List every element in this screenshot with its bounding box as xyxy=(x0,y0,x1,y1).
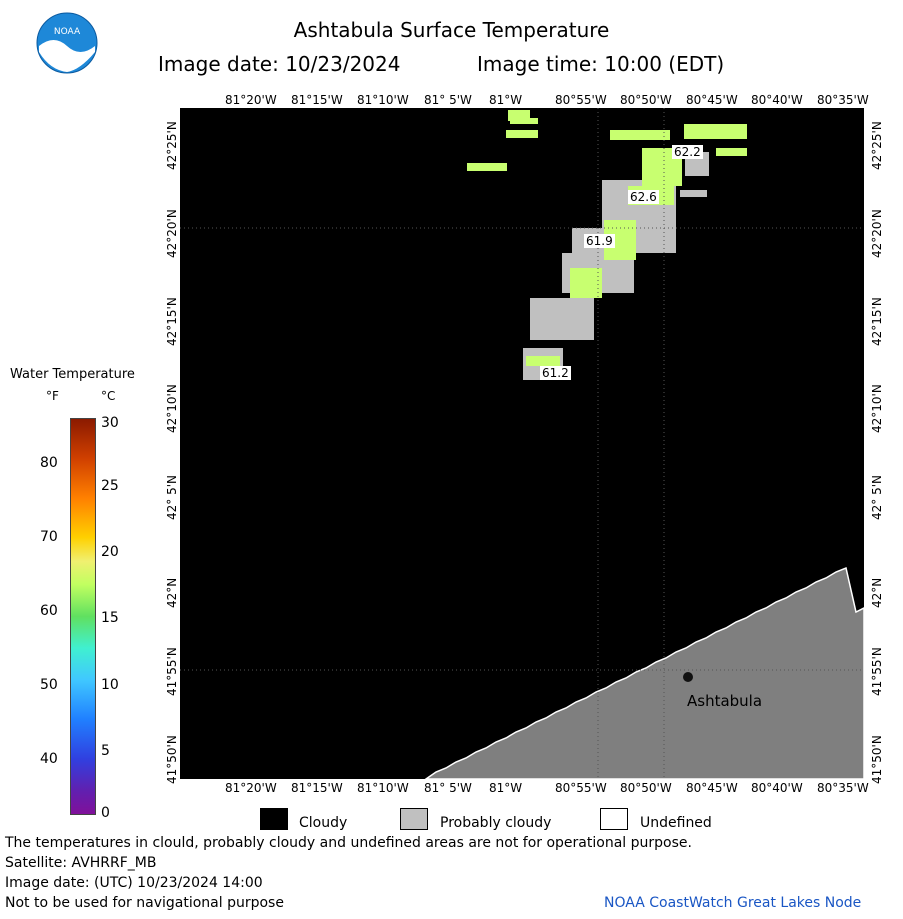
image-time: Image time: 10:00 (EDT) xyxy=(477,52,725,76)
temp-label-1: 62.2 xyxy=(672,145,703,159)
lat-label-left: 41°55'N xyxy=(165,647,179,696)
footer-nav-warning: Not to be used for navigational purpose xyxy=(5,895,284,911)
lon-label-bottom: 81° 5'W xyxy=(424,781,472,795)
legend-swatch-probably-cloudy xyxy=(400,808,428,830)
lon-label-bottom: 80°35'W xyxy=(817,781,869,795)
lat-label-right: 42°25'N xyxy=(870,121,884,170)
noaa-logo: NOAA xyxy=(36,12,98,74)
colorbar-c-tick: 15 xyxy=(101,610,119,626)
footer-utc-date: Image date: (UTC) 10/23/2024 14:00 xyxy=(5,875,263,891)
colorbar-c-tick: 30 xyxy=(101,415,119,431)
lat-label-left: 42°15'N xyxy=(165,297,179,346)
lat-label-left: 41°50'N xyxy=(165,735,179,784)
footer-credit: NOAA CoastWatch Great Lakes Node xyxy=(604,895,862,911)
temp-label-2: 62.6 xyxy=(628,190,659,204)
lon-label-top: 80°45'W xyxy=(686,93,738,107)
lat-label-left: 42°N xyxy=(165,577,179,608)
colorbar-f-tick: 60 xyxy=(40,603,58,619)
colorbar-c-tick: 20 xyxy=(101,544,119,560)
lon-label-top: 81°10'W xyxy=(357,93,409,107)
lat-label-right: 42°20'N xyxy=(870,209,884,258)
lon-label-top: 81°20'W xyxy=(225,93,277,107)
lat-label-left: 42°20'N xyxy=(165,209,179,258)
map-panel: Ashtabula 62.2 62.6 61.9 61.2 xyxy=(180,108,865,780)
footer-satellite: Satellite: AVHRRF_MB xyxy=(5,855,157,871)
lon-label-top: 80°40'W xyxy=(751,93,803,107)
legend-swatch-undefined xyxy=(600,808,628,830)
lon-label-bottom: 80°40'W xyxy=(751,781,803,795)
colorbar-c-tick: 25 xyxy=(101,478,119,494)
colorbar-c-tick: 10 xyxy=(101,677,119,693)
legend-undefined: Undefined xyxy=(640,815,712,831)
lat-label-right: 42°10'N xyxy=(870,384,884,433)
place-label: Ashtabula xyxy=(687,692,763,710)
svg-text:NOAA: NOAA xyxy=(54,27,81,37)
lon-label-top: 80°35'W xyxy=(817,93,869,107)
lon-label-bottom: 81°W xyxy=(489,781,523,795)
colorbar-unit-c: °C xyxy=(101,389,116,403)
page-title: Ashtabula Surface Temperature xyxy=(293,18,610,42)
legend-probably-cloudy: Probably cloudy xyxy=(440,815,552,831)
lat-label-right: 42°N xyxy=(870,577,884,608)
lat-label-right: 42° 5'N xyxy=(870,475,884,520)
lon-label-bottom: 81°10'W xyxy=(357,781,409,795)
colorbar-unit-f: °F xyxy=(46,389,59,403)
colorbar-f-tick: 70 xyxy=(40,529,58,545)
land-area xyxy=(423,566,865,780)
colorbar-f-tick: 80 xyxy=(40,455,58,471)
lat-label-right: 41°55'N xyxy=(870,647,884,696)
temp-label-3: 61.9 xyxy=(584,234,615,248)
colorbar-f-tick: 50 xyxy=(40,677,58,693)
colorbar-c-tick: 0 xyxy=(101,805,110,821)
lat-label-left: 42° 5'N xyxy=(165,475,179,520)
map-svg xyxy=(180,108,865,780)
legend-swatch-cloudy xyxy=(260,808,288,830)
colorbar-c-tick: 5 xyxy=(101,743,110,759)
lat-label-right: 41°50'N xyxy=(870,735,884,784)
legend-cloudy: Cloudy xyxy=(299,815,348,831)
lon-label-bottom: 81°20'W xyxy=(225,781,277,795)
water-temperature-pixels xyxy=(467,110,747,366)
lon-label-bottom: 80°55'W xyxy=(555,781,607,795)
lon-label-top: 81° 5'W xyxy=(424,93,472,107)
lon-label-top: 81°15'W xyxy=(291,93,343,107)
ashtabula-marker xyxy=(683,672,693,682)
lat-label-right: 42°15'N xyxy=(870,297,884,346)
lon-label-bottom: 81°15'W xyxy=(291,781,343,795)
colorbar-f-tick: 40 xyxy=(40,751,58,767)
colorbar xyxy=(70,418,96,815)
colorbar-title: Water Temperature xyxy=(10,367,135,382)
lat-label-left: 42°25'N xyxy=(165,121,179,170)
lon-label-bottom: 80°50'W xyxy=(620,781,672,795)
footer-note: The temperatures in clould, probably clo… xyxy=(5,835,692,851)
lon-label-top: 81°W xyxy=(489,93,523,107)
image-date: Image date: 10/23/2024 xyxy=(158,52,401,76)
lat-label-left: 42°10'N xyxy=(165,384,179,433)
temp-label-4: 61.2 xyxy=(540,366,571,380)
lon-label-top: 80°55'W xyxy=(555,93,607,107)
lon-label-bottom: 80°45'W xyxy=(686,781,738,795)
lon-label-top: 80°50'W xyxy=(620,93,672,107)
